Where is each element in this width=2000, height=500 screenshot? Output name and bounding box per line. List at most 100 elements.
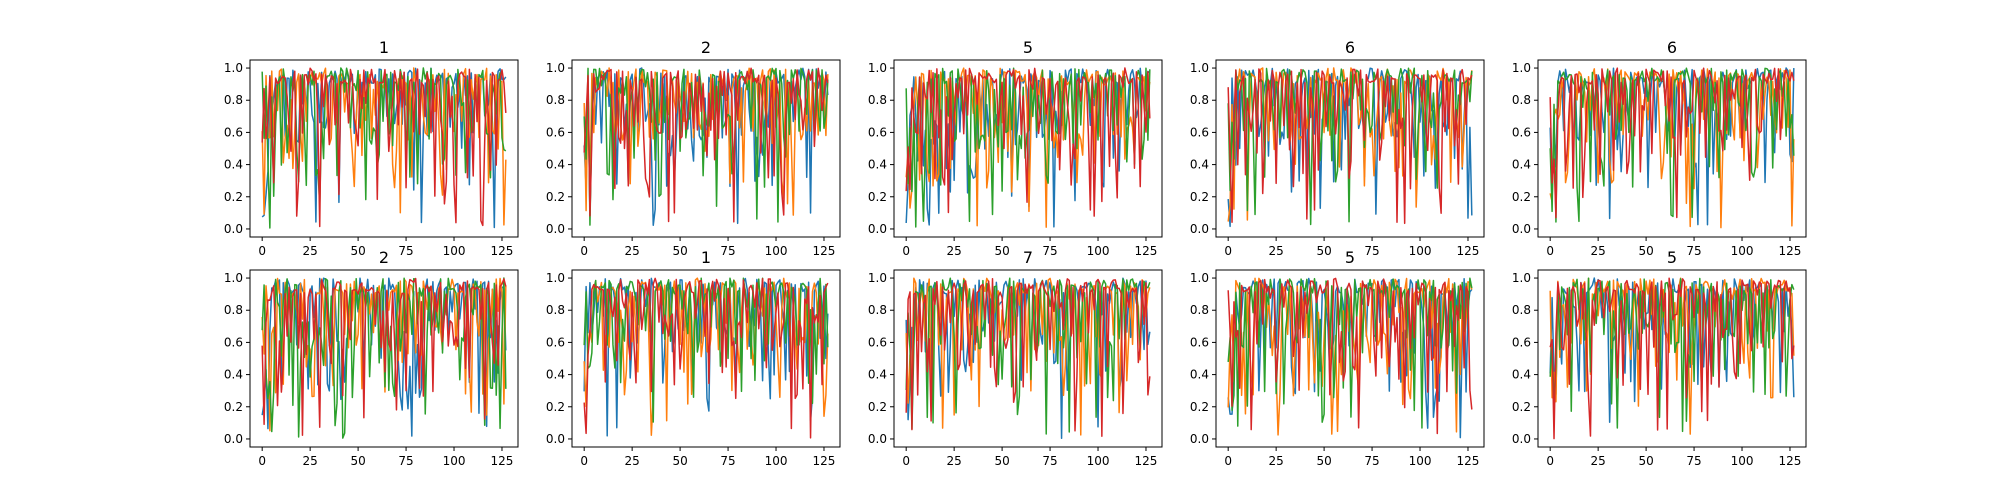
subplot-3: 0 25 50 75 100 125 0.0 0.2 0.4 0.6 0.8 1.0 5 — [868, 38, 1163, 258]
x-tick-label: 125 — [1457, 454, 1480, 468]
axes-frame — [249, 59, 519, 238]
y-tick-label: 1.0 — [1190, 61, 1209, 75]
y-tick-label: 0.0 — [224, 222, 243, 236]
y-tick-label: 1.0 — [1512, 61, 1531, 75]
subplot-title: 1 — [701, 248, 711, 267]
y-tick-label: 0.8 — [224, 303, 243, 317]
x-tick-label: 0 — [1224, 244, 1232, 258]
y-tick-label: 1.0 — [224, 271, 243, 285]
y-tick-label: 0.0 — [868, 222, 887, 236]
y-tick-label: 0.4 — [224, 368, 243, 382]
axes-frame — [1215, 269, 1485, 448]
x-tick-label: 125 — [1779, 244, 1802, 258]
y-tick-label: 0.8 — [868, 93, 887, 107]
x-tick-label: 75 — [720, 454, 735, 468]
y-tick-label: 1.0 — [1190, 271, 1209, 285]
subplot-5: 0 25 50 75 100 125 0.0 0.2 0.4 0.6 0.8 1.0 6 — [1512, 38, 1807, 258]
y-tick-label: 0.8 — [1512, 303, 1531, 317]
y-tick-label: 0.8 — [224, 93, 243, 107]
series-line-3 — [583, 277, 829, 423]
y-tick-label: 0.2 — [1512, 400, 1531, 414]
series-line-4 — [583, 67, 829, 223]
y-tick-label: 0.6 — [224, 125, 243, 139]
x-tick-label: 0 — [1546, 244, 1554, 258]
series-line-4 — [905, 277, 1151, 437]
y-tick-label: 0.4 — [1512, 158, 1531, 172]
y-tick-label: 0.6 — [1512, 125, 1531, 139]
y-tick-label: 0.4 — [1190, 368, 1209, 382]
axes-frame — [1537, 269, 1807, 448]
x-tick-label: 50 — [1638, 454, 1653, 468]
axes-frame — [893, 59, 1163, 238]
y-tick-label: 0.4 — [868, 158, 887, 172]
x-tick-label: 100 — [443, 244, 466, 258]
y-tick-label: 0.4 — [868, 368, 887, 382]
x-tick-label: 50 — [672, 454, 687, 468]
y-tick-label: 0.6 — [546, 125, 565, 139]
series-line-1 — [261, 277, 507, 437]
axes-frame — [1215, 59, 1485, 238]
x-tick-label: 75 — [1686, 244, 1701, 258]
y-tick-label: 1.0 — [224, 61, 243, 75]
y-tick-label: 0.8 — [1512, 93, 1531, 107]
axes-frame — [571, 269, 841, 448]
y-tick-label: 1.0 — [868, 61, 887, 75]
x-tick-label: 50 — [1316, 244, 1331, 258]
y-tick-label: 0.4 — [224, 158, 243, 172]
x-tick-label: 100 — [443, 454, 466, 468]
x-tick-label: 0 — [1546, 454, 1554, 468]
y-tick-label: 0.4 — [546, 368, 565, 382]
y-tick-label: 0.4 — [546, 158, 565, 172]
series-line-3 — [1227, 277, 1473, 429]
subplot-title: 6 — [1345, 38, 1355, 57]
y-tick-label: 0.6 — [868, 335, 887, 349]
x-tick-label: 125 — [1779, 454, 1802, 468]
subplot-title: 5 — [1345, 248, 1355, 267]
x-tick-label: 25 — [947, 244, 962, 258]
y-tick-label: 0.2 — [224, 400, 243, 414]
y-tick-label: 0.6 — [1512, 335, 1531, 349]
x-tick-label: 75 — [1042, 244, 1057, 258]
x-tick-label: 75 — [1686, 454, 1701, 468]
series-line-4 — [1227, 277, 1473, 435]
x-tick-label: 100 — [765, 244, 788, 258]
series-line-3 — [261, 67, 507, 229]
x-tick-label: 0 — [902, 454, 910, 468]
x-tick-label: 25 — [303, 244, 318, 258]
x-tick-label: 75 — [1364, 454, 1379, 468]
x-tick-label: 100 — [1409, 454, 1432, 468]
x-tick-label: 25 — [625, 454, 640, 468]
x-tick-label: 50 — [1638, 244, 1653, 258]
x-tick-label: 75 — [1364, 244, 1379, 258]
x-tick-label: 50 — [672, 244, 687, 258]
y-tick-label: 0.6 — [224, 335, 243, 349]
x-tick-label: 25 — [303, 454, 318, 468]
subplot-4: 0 25 50 75 100 125 0.0 0.2 0.4 0.6 0.8 1.0 6 — [1190, 38, 1485, 258]
x-tick-label: 0 — [1224, 454, 1232, 468]
x-tick-label: 25 — [1269, 244, 1284, 258]
y-tick-label: 1.0 — [868, 271, 887, 285]
subplot-title: 7 — [1023, 248, 1033, 267]
y-tick-label: 0.2 — [1190, 400, 1209, 414]
y-tick-label: 1.0 — [546, 61, 565, 75]
subplot-6: 0 25 50 75 100 125 0.0 0.2 0.4 0.6 0.8 1.0 2 — [224, 248, 519, 468]
y-tick-label: 0.2 — [224, 190, 243, 204]
y-tick-label: 0.8 — [546, 93, 565, 107]
series-line-4 — [261, 67, 507, 228]
y-tick-label: 0.2 — [868, 400, 887, 414]
y-tick-label: 0.8 — [1190, 303, 1209, 317]
y-tick-label: 1.0 — [546, 271, 565, 285]
series-line-4 — [1227, 68, 1473, 225]
subplot-1: 0 25 50 75 100 125 0.0 0.2 0.4 0.6 0.8 1.0 1 — [224, 38, 519, 258]
y-tick-label: 0.4 — [1190, 158, 1209, 172]
axes-frame — [249, 269, 519, 448]
subplot-2: 0 25 50 75 100 125 0.0 0.2 0.4 0.6 0.8 1.0 2 — [546, 38, 841, 258]
subplot-title: 1 — [379, 38, 389, 57]
x-tick-label: 125 — [813, 454, 836, 468]
x-tick-label: 100 — [1731, 454, 1754, 468]
y-tick-label: 0.0 — [546, 222, 565, 236]
x-tick-label: 25 — [1591, 244, 1606, 258]
x-tick-label: 0 — [902, 244, 910, 258]
